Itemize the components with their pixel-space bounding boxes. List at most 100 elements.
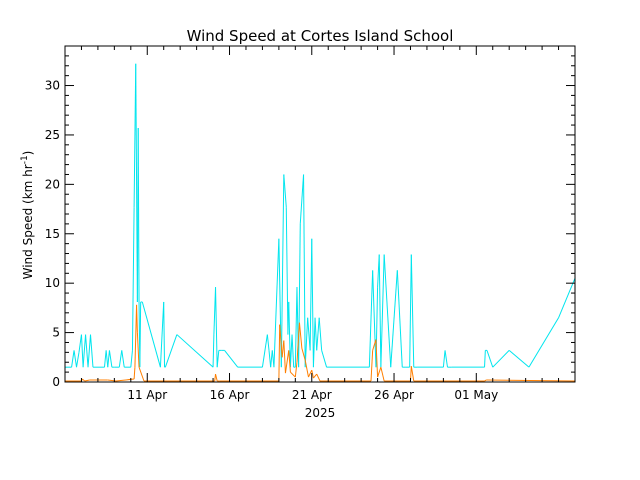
y-tick-label: 15 (45, 227, 60, 241)
series-max-segment (131, 207, 135, 351)
series-avg-segment (375, 339, 379, 378)
series-max-segment (85, 334, 89, 368)
series-max-segment (82, 334, 87, 368)
series-avg-segment (308, 369, 313, 378)
series-max-segment (311, 238, 314, 368)
series-max-segment (118, 350, 123, 368)
series-avg (65, 304, 576, 382)
series-max-segment (176, 334, 214, 368)
series-avg-segment (136, 304, 138, 333)
series-max-segment (383, 254, 392, 368)
x-tick-label: 21 Apr (292, 388, 332, 402)
series-max-segment (261, 334, 268, 368)
series-max-segment (380, 254, 385, 368)
y-axis-label-main: Wind Speed (km hr (21, 164, 35, 279)
series-avg-segment (136, 332, 140, 368)
series-max-segment (390, 270, 398, 368)
series-max-segment (312, 317, 316, 368)
ticks-layer: 0 5 10 15 20 25 30 11 Apr 16 Apr 21 Apr 26 Apr 01 M… (45, 45, 576, 402)
series-max-segment (288, 301, 291, 368)
y-tick-label: 30 (45, 79, 60, 93)
series-max-segment (103, 350, 107, 368)
series-max-segment (76, 352, 80, 368)
series-layer (65, 63, 576, 382)
series-max-segment (298, 223, 301, 368)
y-tick-label: 0 (52, 375, 60, 389)
chart-title: Wind Speed at Cortes Island School (187, 27, 454, 45)
series-max-segment (273, 238, 280, 368)
series-avg-segment (84, 379, 90, 382)
series-avg-segment (301, 348, 306, 361)
series-max-segment (558, 278, 576, 318)
series-max-segment (409, 254, 412, 368)
series-avg-segment (138, 367, 145, 382)
series-max-segment (159, 301, 165, 368)
series-avg-segment (311, 370, 314, 379)
series-max-segment (484, 350, 486, 368)
series-max-segment (121, 350, 125, 368)
series-avg-segment (294, 362, 298, 378)
y-axis-label-sup: -1 (20, 155, 30, 164)
series-avg-segment (486, 379, 576, 382)
series-max-segment (216, 350, 220, 368)
series-max-segment (378, 254, 382, 368)
y-tick-label: 20 (45, 177, 60, 191)
series-avg-segment (316, 373, 321, 382)
series-max-segment (314, 317, 318, 351)
series-max-segment (141, 301, 161, 368)
x-tick-label: 26 Apr (374, 388, 414, 402)
x-axis-year-label: 2025 (305, 406, 336, 420)
series-max-segment (444, 350, 448, 368)
series-max-segment (294, 287, 298, 368)
series-avg-segment (284, 350, 290, 374)
series-max-segment (396, 270, 403, 368)
series-max-segment (137, 128, 140, 302)
series-avg-segment (133, 367, 136, 380)
series-max-segment (318, 317, 323, 351)
series-max-segment (321, 350, 328, 368)
series-max-segment (285, 207, 289, 335)
series-avg-segment (377, 367, 382, 378)
series-avg-segment (81, 378, 86, 382)
series-max (65, 63, 576, 368)
series-max-segment (108, 350, 113, 368)
series-max-segment (80, 334, 84, 368)
series-max-segment (528, 317, 559, 368)
series-max-segment (130, 350, 133, 368)
series-max-segment (270, 350, 273, 368)
series-avg-segment (278, 324, 281, 382)
series-max-segment (304, 317, 309, 368)
y-tick-label: 25 (45, 128, 60, 142)
series-max-segment (139, 301, 142, 368)
series-max-segment (280, 174, 285, 368)
x-tick-label: 01 May (454, 388, 498, 402)
series-avg-segment (283, 340, 286, 374)
x-tick-label: 16 Apr (210, 388, 250, 402)
series-max-segment (289, 334, 293, 368)
series-max-segment (212, 334, 215, 368)
series-max-segment (215, 287, 218, 368)
series-max-segment (486, 350, 494, 368)
series-max-segment (291, 334, 295, 368)
series-avg-segment (410, 366, 415, 382)
series-avg-segment (215, 373, 218, 382)
series-avg-segment (484, 379, 487, 382)
series-max-segment (266, 334, 270, 351)
series-avg-segment (134, 304, 138, 368)
series-avg-segment (372, 339, 377, 351)
series-avg-segment (313, 373, 318, 379)
series-max-segment (164, 334, 178, 368)
series-max-segment (303, 174, 306, 368)
series-max-segment (442, 350, 446, 368)
series-max-segment (283, 174, 287, 208)
series-max-segment (71, 350, 75, 368)
series-max-segment (410, 254, 415, 368)
series-avg-segment (370, 350, 374, 382)
series-avg-segment (380, 367, 385, 382)
series-max-segment (368, 270, 374, 368)
series-max-segment (316, 317, 320, 351)
series-avg-segment (304, 360, 309, 378)
series-max-segment (224, 350, 239, 368)
series-max-segment (73, 350, 78, 368)
